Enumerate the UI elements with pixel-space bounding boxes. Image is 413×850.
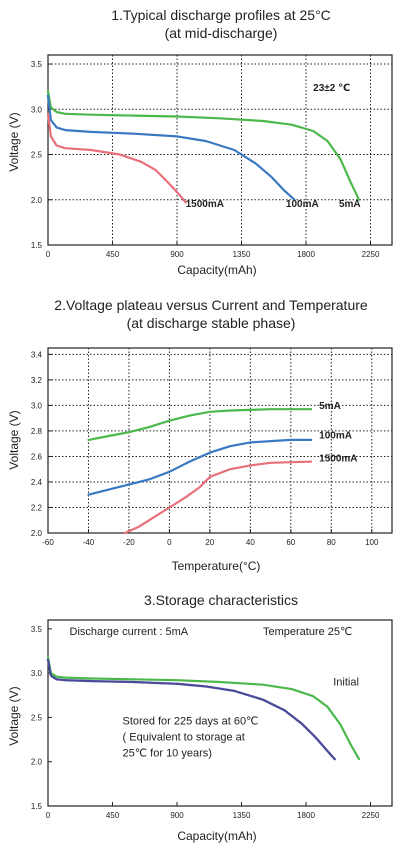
- annotation-label: 1500mA: [319, 454, 357, 465]
- x-tick-label: 1800: [297, 811, 315, 820]
- x-tick-label: 1350: [233, 250, 251, 259]
- annotation-label: 25℃ for 10 years): [123, 747, 212, 759]
- annotation-label: 5mA: [319, 401, 341, 412]
- chart3-ylabel: Voltage (V): [7, 686, 21, 745]
- chart1-xlabel: Capacity(mAh): [177, 263, 256, 277]
- y-tick-label: 2.4: [31, 478, 43, 487]
- x-tick-label: 100: [365, 538, 379, 547]
- y-tick-label: 3.4: [31, 350, 43, 359]
- chart2-ylabel: Voltage (V): [7, 410, 21, 469]
- y-tick-label: 3.5: [31, 60, 43, 69]
- x-tick-label: 20: [205, 538, 214, 547]
- y-tick-label: 3.2: [31, 376, 43, 385]
- storage-characteristics-chart: 0 450 900 1350 1800 2250 1.5 2.0 2.5 3.0 3.5 Discha…: [31, 619, 393, 820]
- y-tick-label: 2.0: [31, 758, 43, 767]
- annotation-label: Discharge current : 5mA: [70, 626, 189, 638]
- x-tick-label: 0: [46, 250, 51, 259]
- y-tick-label: 2.0: [31, 529, 43, 538]
- series-line-1500ma: [46, 112, 187, 204]
- voltage-plateau-chart: -60 -40 -20 0 20 40 60 80 100 2.0 2.2 2.4 2.6 2.8 3.0 3…: [31, 347, 393, 547]
- series-line-5ma: [87, 408, 313, 441]
- annotation-label: 5mA: [339, 199, 361, 210]
- series-line-initial: [46, 656, 361, 761]
- x-tick-label: 80: [327, 538, 336, 547]
- x-tick-label: 0: [46, 811, 51, 820]
- x-tick-label: 40: [246, 538, 255, 547]
- series-line-100ma: [46, 94, 296, 201]
- annotation-label: ( Equivalent to storage at: [123, 731, 245, 743]
- y-tick-label: 3.0: [31, 105, 43, 114]
- y-tick-label: 1.5: [31, 802, 43, 811]
- annotation-label: 23±2 ℃: [313, 83, 350, 94]
- x-tick-label: 450: [106, 811, 120, 820]
- x-tick-label: 60: [286, 538, 295, 547]
- chart2-title: 2.Voltage plateau versus Current and Tem…: [54, 297, 368, 313]
- series-line-5ma: [46, 90, 361, 201]
- y-tick-label: 2.2: [31, 503, 43, 512]
- x-tick-label: -20: [123, 538, 135, 547]
- x-tick-label: 0: [167, 538, 172, 547]
- x-tick-label: 1800: [297, 250, 315, 259]
- y-tick-label: 3.0: [31, 401, 43, 410]
- x-tick-label: 2250: [362, 811, 380, 820]
- x-tick-label: 900: [170, 811, 184, 820]
- chart2-subtitle: (at discharge stable phase): [127, 315, 296, 331]
- y-tick-label: 2.5: [31, 713, 43, 722]
- annotation-label: 1500mA: [186, 199, 224, 210]
- x-tick-label: 2250: [362, 250, 380, 259]
- plot-frame: [47, 619, 393, 807]
- x-tick-label: 900: [170, 250, 184, 259]
- x-tick-label: -40: [83, 538, 95, 547]
- annotation-label: Initial: [333, 677, 359, 689]
- y-tick-label: 1.5: [31, 241, 43, 250]
- y-tick-label: 2.6: [31, 452, 43, 461]
- chart3-xlabel: Capacity(mAh): [177, 829, 256, 843]
- chart2-xlabel: Temperature(°C): [172, 559, 261, 573]
- chart3-title: 3.Storage characteristics: [144, 592, 298, 608]
- y-tick-label: 2.8: [31, 427, 43, 436]
- x-tick-label: 450: [106, 250, 120, 259]
- y-tick-label: 3.0: [31, 669, 43, 678]
- annotation-label: Temperature 25℃: [263, 626, 352, 638]
- plot-frame: [47, 347, 393, 534]
- chart1-subtitle: (at mid-discharge): [165, 25, 278, 41]
- chart1-title: 1.Typical discharge profiles at 25°C: [111, 7, 331, 23]
- annotation-label: Stored for 225 days at 60℃: [123, 716, 259, 728]
- series-line-stored-for-225-days-at-60-: [46, 658, 336, 761]
- x-tick-label: 1350: [233, 811, 251, 820]
- y-tick-label: 3.5: [31, 625, 43, 634]
- annotation-label: 100mA: [286, 199, 319, 210]
- discharge-profiles-chart: 0 450 900 1350 1800 2250 1.5 2.0 2.5 3.0 3.5 23±2 ℃…: [31, 54, 393, 259]
- y-tick-label: 2.5: [31, 151, 43, 160]
- series-line-100ma: [87, 438, 313, 496]
- series-line-1500ma: [123, 460, 313, 535]
- y-tick-label: 2.0: [31, 196, 43, 205]
- annotation-label: 100mA: [319, 431, 352, 442]
- chart1-ylabel: Voltage (V): [7, 112, 21, 171]
- x-tick-label: -60: [42, 538, 54, 547]
- plot-frame: [47, 54, 393, 246]
